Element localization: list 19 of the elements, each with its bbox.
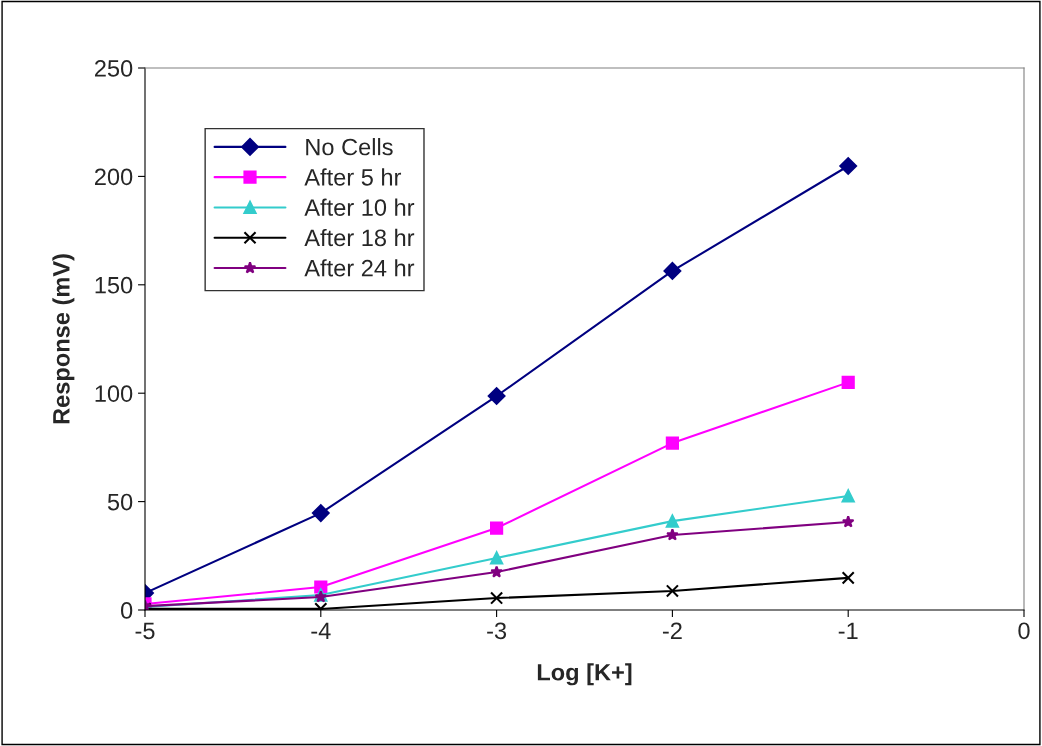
- y-tick-label: 150: [95, 276, 133, 294]
- legend-label: After 10 hr: [304, 198, 415, 216]
- legend-label: After 18 hr: [304, 228, 415, 247]
- y-tick-label: 100: [95, 385, 133, 402]
- x-tick-label: -5: [135, 622, 155, 640]
- y-tick-label: 200: [94, 168, 133, 186]
- x-tick-label: -3: [487, 622, 507, 640]
- x-tick-label: 0: [1018, 622, 1030, 640]
- y-axis-title: Response (mV): [52, 254, 75, 424]
- x-axis-title: Log [K+]: [537, 663, 632, 686]
- y-tick-label: 250: [94, 60, 133, 77]
- legend-label: No Cells: [306, 138, 393, 156]
- x-tick-label: -4: [311, 622, 331, 639]
- legend-label: After 5 hr: [304, 168, 402, 186]
- x-tick-label: -2: [662, 622, 682, 639]
- x-tick-label: -1: [838, 622, 858, 639]
- legend-label: After 24 hr: [304, 259, 415, 277]
- y-tick-label: 50: [107, 493, 133, 511]
- y-tick-label: 0: [120, 602, 133, 619]
